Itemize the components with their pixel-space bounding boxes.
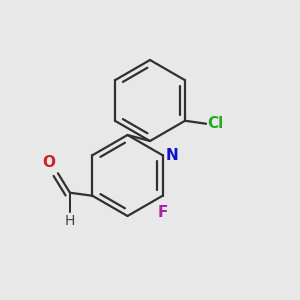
Text: N: N bbox=[166, 148, 178, 163]
Text: Cl: Cl bbox=[208, 116, 224, 131]
Text: F: F bbox=[158, 205, 168, 220]
Text: H: H bbox=[65, 214, 75, 228]
Text: O: O bbox=[42, 155, 55, 170]
